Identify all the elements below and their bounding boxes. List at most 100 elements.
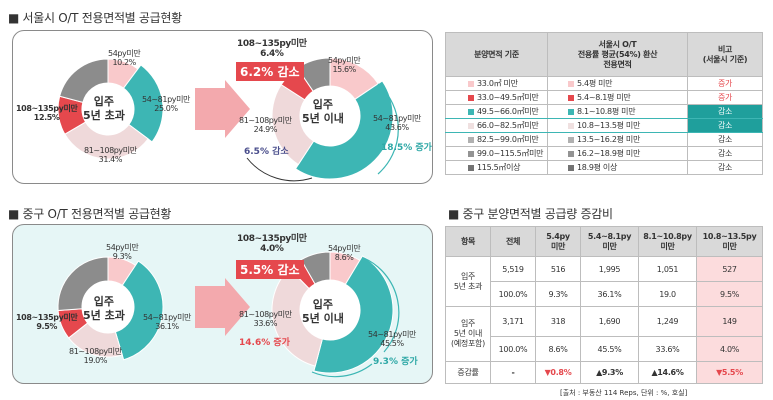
label-54-81py: 54~81py미만 25.0% [142, 95, 190, 114]
legend-swatch [568, 164, 574, 171]
legend-table: 분양면적 기준 서울시 O/T 전용률 평균(54%) 환산 전용면적 비고 (… [445, 32, 763, 175]
cell-text: 5.4평 미만 [577, 79, 613, 88]
legend-swatch [468, 80, 474, 87]
cell-text: 115.5㎡이상 [477, 163, 521, 172]
column-header: 비고 (서울시 기준) [687, 32, 763, 77]
legend-swatch [568, 122, 574, 129]
table-cell: 감소 [687, 146, 763, 161]
table-cell: ▲9.3% [580, 361, 639, 384]
table-cell: 5.4평 미만 [547, 76, 688, 91]
section-title-seoul: ■ 서울시 O/T 전용면적별 공급현황 [8, 11, 182, 25]
donut-hole [300, 280, 360, 340]
table-cell: 36.1% [580, 281, 639, 307]
table-cell: 5,519 [490, 256, 536, 282]
table-row: 100.0% 9.3% 36.1% 19.0 9.5% [446, 281, 763, 307]
cell-text: 33.0㎡ 미만 [477, 79, 518, 88]
table-cell: 9.5% [696, 281, 763, 307]
table-cell: 8.6% [535, 336, 581, 362]
row-group-label: 입주 5년 초과 [445, 256, 491, 307]
cell-text: 증가 [717, 79, 733, 88]
table-cell: 16.2~18.9평 미만 [547, 146, 688, 161]
donut-hole [300, 86, 360, 146]
table-cell: 3,171 [490, 306, 536, 337]
table-row: 입주 5년 초과 5,519 516 1,995 1,051 527 [445, 256, 763, 307]
legend-swatch [568, 80, 574, 87]
cell-text: 16.2~18.9평 미만 [577, 149, 641, 158]
decrease-arc [246, 157, 313, 182]
table-cell: 감소 [687, 132, 763, 147]
cell-text: 8.1~10.8평 미만 [577, 107, 636, 116]
table-cell: 33.0㎡ 미만 [445, 76, 548, 91]
table-cell: 318 [535, 306, 581, 337]
label-54py: 54py미만 9.3% [106, 243, 139, 262]
increase-arc [363, 257, 400, 353]
table-cell: 증가 [687, 76, 763, 91]
change-54-81py: 9.3% 증가 [373, 357, 418, 367]
cell-text: 감소 [717, 107, 733, 116]
change-54-81py: 18.5% 증가 [381, 143, 432, 153]
legend-swatch [568, 150, 574, 157]
row-group-label: 입주 5년 이내 (예정포함) [445, 306, 491, 362]
table-row: 33.0㎡ 미만 5.4평 미만 증가 [445, 76, 763, 91]
table-header-row: 분양면적 기준 서울시 O/T 전용률 평균(54%) 환산 전용면적 비고 (… [445, 32, 763, 77]
cell-text: 18.9평 이상 [577, 163, 618, 172]
table-cell: 4.0% [696, 336, 763, 362]
arrow-icon [195, 278, 250, 336]
legend-swatch [468, 108, 474, 115]
label-54-81py: 54~81py미만 36.1% [143, 313, 191, 332]
source-note: [출처 : 부동산 114 Reps, 단위 : %, 호실] [560, 389, 688, 397]
legend-swatch [468, 164, 474, 171]
table-cell: 18.9평 이상 [547, 160, 688, 175]
table-cell: 감소 [687, 160, 763, 175]
cell-text: 99.0~115.5㎡미만 [477, 149, 544, 158]
label-54py: 54py미만 10.2% [108, 49, 141, 68]
table-row: 33.0~49.5㎡미만 5.4~8.1평 미만 증가 [445, 90, 763, 105]
table-cell: ▼0.8% [535, 361, 581, 384]
cell-text: 33.0~49.5㎡미만 [477, 93, 539, 102]
table-cell: 8.1~10.8평 미만 [547, 104, 688, 119]
donut-hole [82, 281, 134, 333]
column-header: 서울시 O/T 전용률 평균(54%) 환산 전용면적 [547, 32, 688, 77]
increase-arc [311, 363, 373, 378]
column-header: 8.1~10.8py 미만 [638, 226, 697, 257]
cell-text: 10.8~13.5평 미만 [577, 121, 641, 130]
table-cell: 100.0% [490, 281, 536, 307]
donut-center-label: 입주 5년 이내 [302, 298, 344, 325]
table-cell: 증가 [687, 90, 763, 105]
cell-text: 66.0~82.5㎡미만 [477, 121, 539, 130]
table-cell: 19.0 [638, 281, 697, 307]
arrow-icon [195, 80, 250, 138]
cell-text: 감소 [717, 163, 733, 172]
table-cell: 1,995 [580, 256, 639, 282]
table-cell: 감소 [687, 118, 763, 133]
junggu-charts [57, 251, 400, 378]
change-badge-decrease: 6.2% 감소 [236, 62, 304, 81]
cell-text: 감소 [717, 135, 733, 144]
cell-text: 증가 [717, 93, 733, 102]
cell-text: 13.5~16.2평 미만 [577, 135, 641, 144]
table-row-change: 증감률 - ▼0.8% ▲9.3% ▲14.6% ▼5.5% [445, 361, 763, 384]
table-cell: 527 [696, 256, 763, 282]
increase-arc [377, 83, 399, 175]
legend-swatch [468, 122, 474, 129]
table-header-row: 항목 전체 5.4py 미만 5.4~8.1py 미만 8.1~10.8py 미… [445, 226, 763, 257]
label-81-108py: 81~108py미만 19.0% [69, 347, 122, 366]
table-cell: 13.5~16.2평 미만 [547, 132, 688, 147]
table-cell: 1,249 [638, 306, 697, 337]
column-header: 10.8~13.5py 미만 [696, 226, 763, 257]
table-row: 입주 5년 이내 (예정포함) 3,171 318 1,690 1,249 149 [445, 306, 763, 362]
legend-swatch [568, 94, 574, 101]
label-54py: 54py미만 8.6% [328, 244, 361, 263]
legend-swatch [468, 136, 474, 143]
cell-text: 감소 [717, 149, 733, 158]
supply-table: 항목 전체 5.4py 미만 5.4~8.1py 미만 8.1~10.8py 미… [445, 226, 763, 384]
column-header: 분양면적 기준 [445, 32, 548, 77]
donut-center-label: 입주 5년 이내 [302, 98, 344, 125]
table-cell: 149 [696, 306, 763, 337]
cell-text: 감소 [717, 121, 733, 130]
legend-swatch [468, 150, 474, 157]
table-cell: - [490, 361, 536, 384]
label-54-81py: 54~81py미만 43.6% [373, 114, 421, 133]
table-cell: 82.5~99.0㎡미만 [445, 132, 548, 147]
table-cell: ▲14.6% [638, 361, 697, 384]
